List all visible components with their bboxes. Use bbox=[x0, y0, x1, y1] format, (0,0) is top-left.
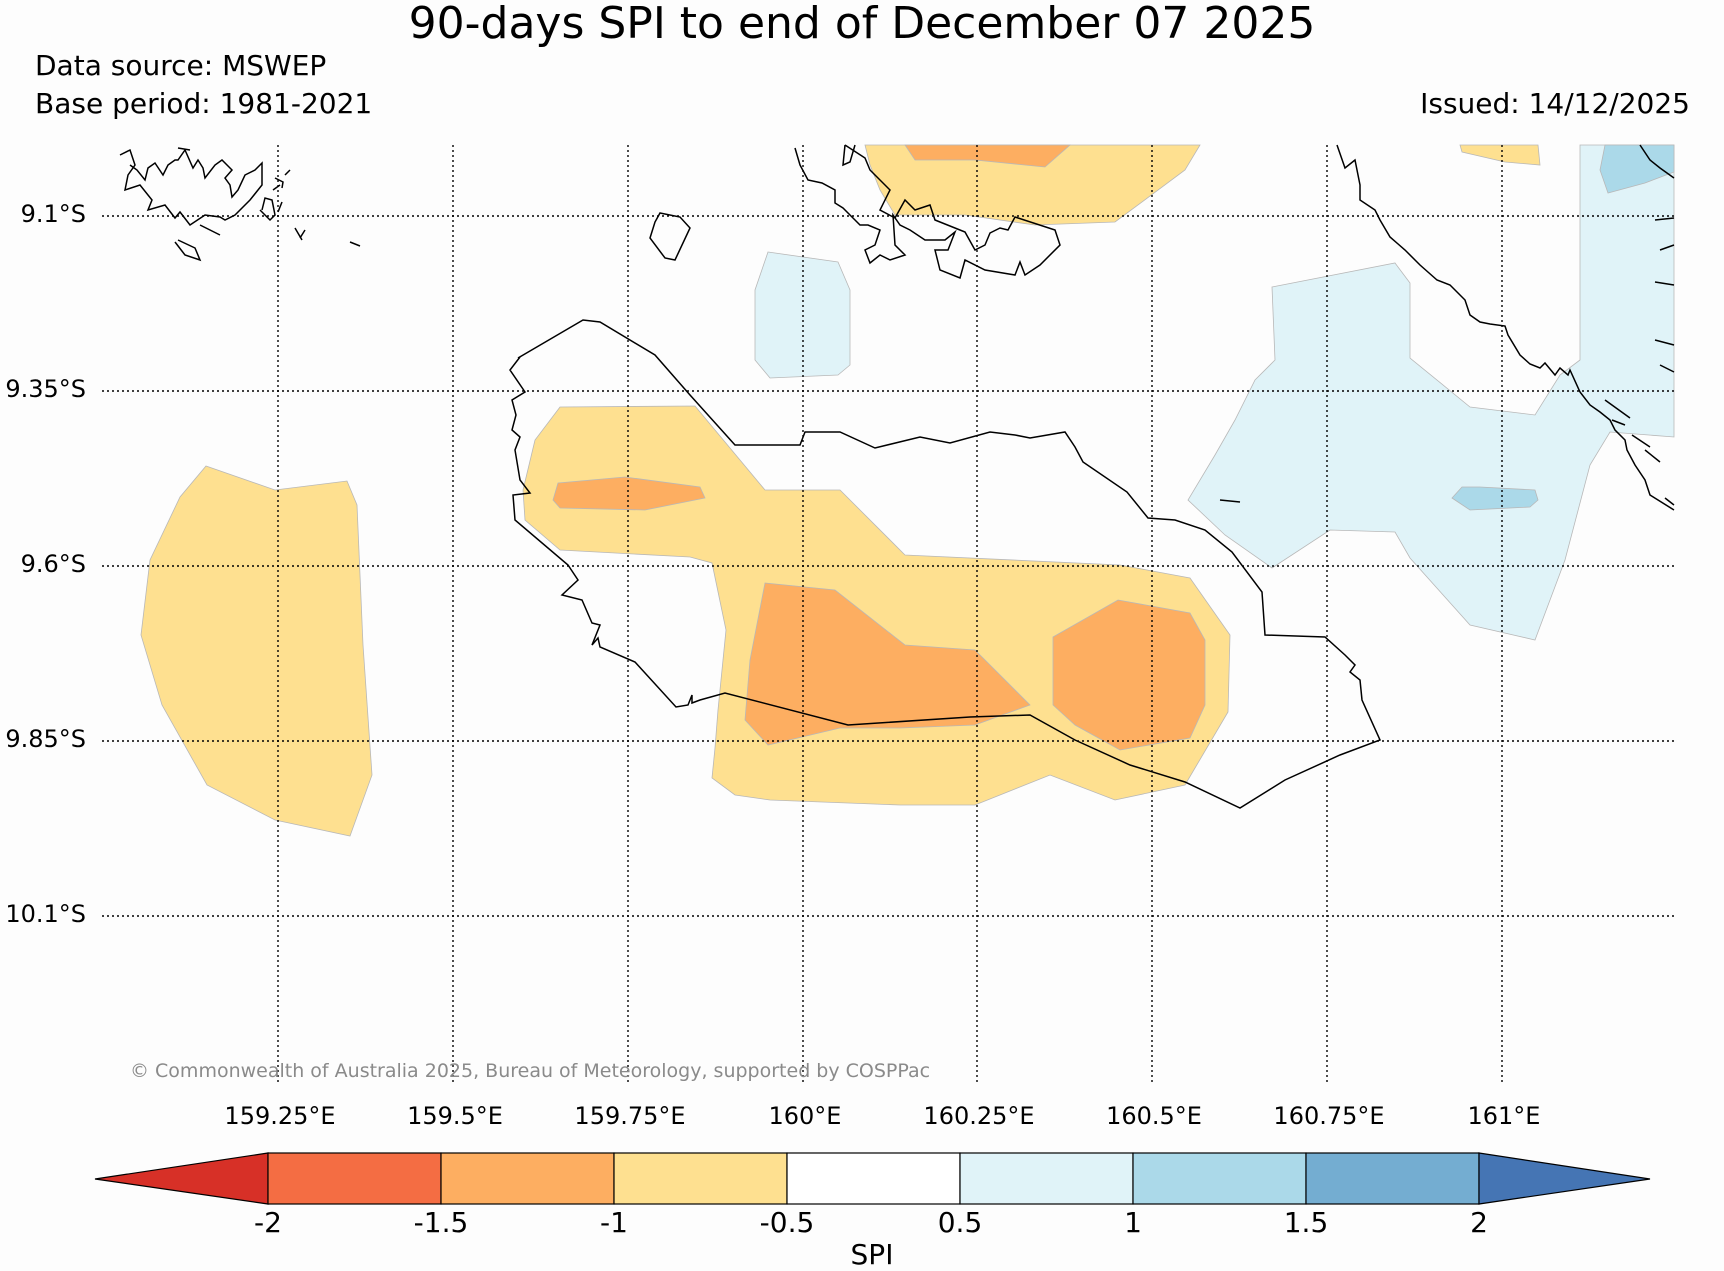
base-period-label: Base period: 1981-2021 bbox=[35, 87, 373, 120]
colorbar-tick-4: -0.5 bbox=[759, 1206, 815, 1239]
spi-region-dry-north bbox=[864, 144, 1201, 226]
coastline-florida-islands bbox=[794, 144, 1061, 280]
colorbar-bin-6 bbox=[1132, 1152, 1307, 1205]
colorbar bbox=[94, 1152, 1651, 1205]
spi-fills bbox=[140, 144, 1675, 837]
spi-region-orange-north bbox=[904, 144, 1072, 168]
spi-region-orange-1 bbox=[552, 476, 706, 511]
issued-date-label: Issued: 14/12/2025 bbox=[1420, 87, 1690, 120]
spi-region-dry-ne bbox=[1459, 144, 1541, 166]
coastlines bbox=[119, 144, 1675, 809]
coastline-east-bits bbox=[1604, 217, 1675, 506]
colorbar-tick-7: 1.5 bbox=[1283, 1206, 1329, 1239]
coastline-guadalcanal bbox=[509, 319, 1382, 809]
lon-label-160.75: 160.75°E bbox=[1273, 1102, 1385, 1130]
colorbar-tick-3: -1 bbox=[600, 1206, 628, 1239]
colorbar-tick-1: -2 bbox=[254, 1206, 282, 1239]
colorbar-bin-1 bbox=[267, 1152, 442, 1205]
lon-label-159.75: 159.75°E bbox=[574, 1102, 686, 1130]
lat-label-10.1: 10.1°S bbox=[5, 900, 86, 928]
colorbar-bin-3 bbox=[613, 1152, 788, 1205]
coastline-small-line bbox=[1219, 499, 1241, 503]
coastline-savo-island bbox=[649, 212, 691, 261]
spi-region-wet-east bbox=[1187, 144, 1675, 641]
coastline-florida-arm bbox=[842, 144, 856, 167]
data-source-label: Data source: MSWEP bbox=[35, 49, 327, 82]
coastline-malaita-east bbox=[1639, 144, 1675, 179]
lon-label-160: 160°E bbox=[768, 1102, 842, 1130]
spi-region-orange-3 bbox=[1052, 599, 1206, 751]
lat-label-9.85: 9.85°S bbox=[5, 725, 86, 753]
colorbar-extend-low bbox=[94, 1152, 269, 1205]
coastline-malaita bbox=[1336, 144, 1675, 511]
spi-region-dry-west bbox=[140, 465, 373, 837]
lon-label-159.25: 159.25°E bbox=[224, 1102, 336, 1130]
coastline-nw-islands bbox=[119, 147, 361, 262]
lat-label-9.1: 9.1°S bbox=[20, 200, 86, 228]
copyright-notice: © Commonwealth of Australia 2025, Bureau… bbox=[130, 1060, 931, 1082]
colorbar-extend-high bbox=[1478, 1152, 1651, 1205]
lon-label-160.5: 160.5°E bbox=[1106, 1102, 1202, 1130]
colorbar-bin-5 bbox=[959, 1152, 1134, 1205]
spi-region-wet-mid-2 bbox=[1599, 144, 1675, 194]
graticule bbox=[102, 145, 1674, 1085]
map-title: 90-days SPI to end of December 07 2025 bbox=[408, 0, 1316, 49]
colorbar-label: SPI bbox=[850, 1238, 894, 1271]
colorbar-tick-2: -1.5 bbox=[413, 1206, 469, 1239]
spi-region-orange-2 bbox=[744, 582, 1031, 746]
lon-label-160.25: 160.25°E bbox=[923, 1102, 1035, 1130]
colorbar-tick-5: 0.5 bbox=[937, 1206, 983, 1239]
colorbar-tick-8: 2 bbox=[1470, 1206, 1488, 1239]
colorbar-bin-2 bbox=[440, 1152, 615, 1205]
colorbar-bin-7 bbox=[1305, 1152, 1480, 1205]
colorbar-bin-4 bbox=[786, 1152, 961, 1205]
colorbar-tick-6: 1 bbox=[1124, 1206, 1142, 1239]
lat-label-9.35: 9.35°S bbox=[5, 375, 86, 403]
lon-label-159.5: 159.5°E bbox=[407, 1102, 503, 1130]
lat-label-9.6: 9.6°S bbox=[20, 550, 86, 578]
spi-region-wet-mid-1 bbox=[1451, 486, 1539, 511]
lon-label-161: 161°E bbox=[1467, 1102, 1541, 1130]
